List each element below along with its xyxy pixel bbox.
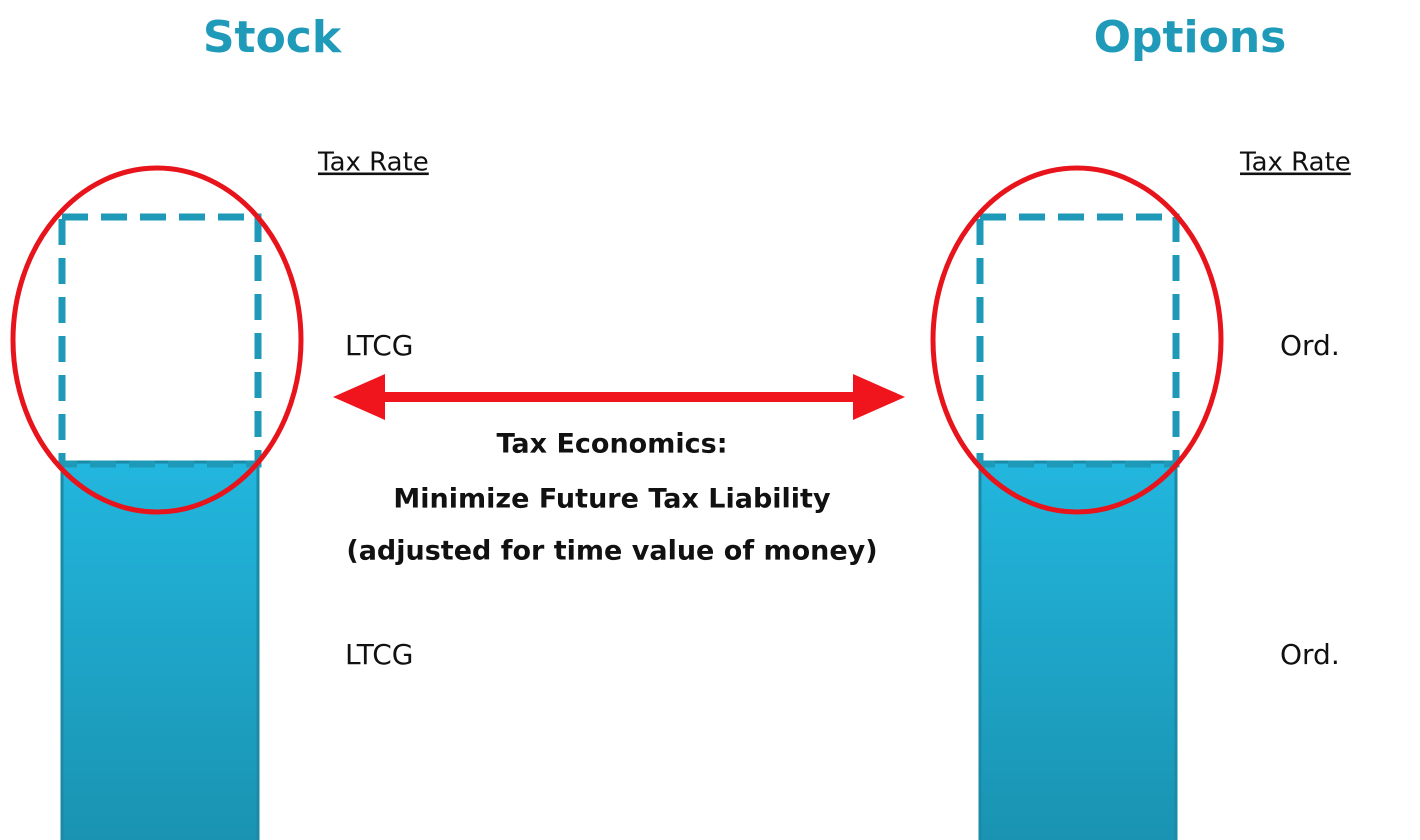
future-value-box <box>58 213 262 468</box>
rate-label: LTCG <box>345 329 413 362</box>
column-title: Options <box>1094 12 1287 63</box>
rate-header: Tax Rate <box>317 148 429 178</box>
double-arrow <box>333 374 905 420</box>
rate-label: Ord. <box>1280 638 1340 671</box>
value-bar <box>978 460 1178 840</box>
rate-label: LTCG <box>345 638 413 671</box>
rate-label: Ord. <box>1280 329 1340 362</box>
future-value-box <box>976 213 1180 468</box>
center-text: Minimize Future Tax Liability <box>393 484 831 515</box>
rate-header: Tax Rate <box>1239 148 1351 178</box>
center-text: Tax Economics: <box>496 429 727 460</box>
column-title: Stock <box>203 12 343 63</box>
highlight-ellipse <box>930 165 1224 515</box>
center-text: (adjusted for time value of money) <box>346 536 877 567</box>
highlight-ellipse <box>10 165 304 515</box>
value-bar <box>60 460 260 840</box>
